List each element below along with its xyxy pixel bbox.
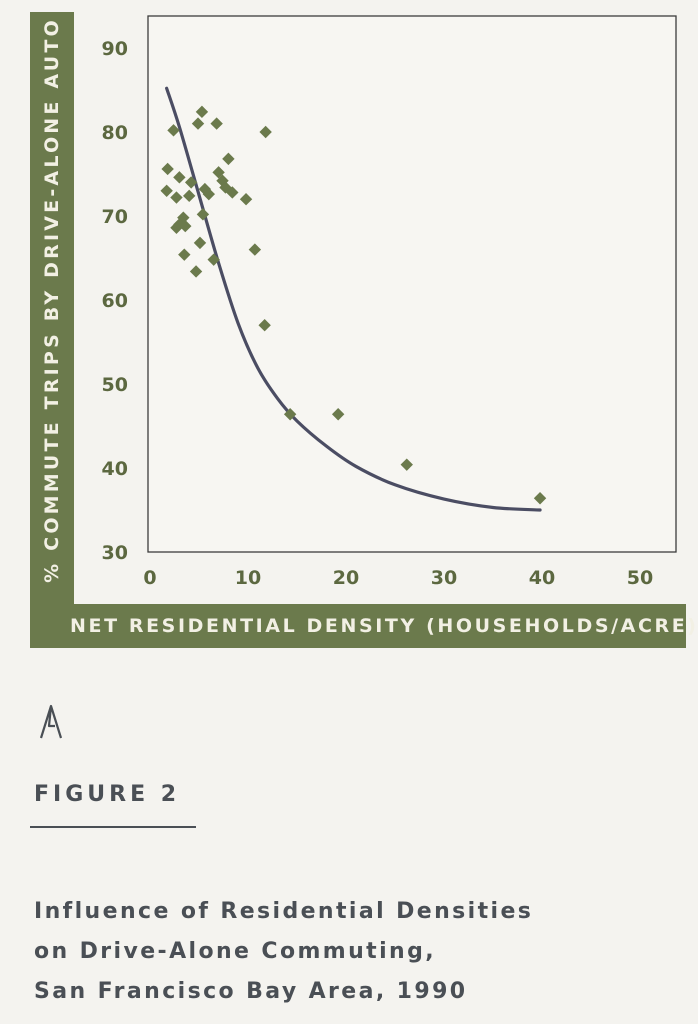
- data-point: [183, 189, 196, 203]
- data-point: [207, 253, 220, 266]
- data-point: [202, 187, 215, 201]
- data-point: [195, 105, 209, 119]
- fitted-curve: [165, 86, 542, 512]
- data-point: [226, 186, 239, 199]
- data-point: [178, 248, 191, 261]
- data-point: [239, 193, 253, 206]
- caption-line: on Drive-Alone Commuting,: [34, 939, 436, 964]
- y-tick-label: 40: [102, 458, 128, 480]
- figure-divider: [30, 826, 196, 828]
- x-tick-label: 10: [235, 567, 261, 589]
- data-point: [193, 236, 207, 250]
- caption-line: San Francisco Bay Area, 1990: [34, 979, 468, 1004]
- data-point: [189, 265, 203, 278]
- data-point: [533, 492, 547, 505]
- figure-caption: Influence of Residential Densities on Dr…: [34, 892, 684, 1012]
- data-point: [184, 176, 198, 189]
- data-point: [283, 408, 297, 421]
- scatter-figure: % COMMUTE TRIPS BY DRIVE-ALONE AUTO NET …: [30, 12, 698, 648]
- x-axis-label-band: [30, 604, 686, 648]
- logo-a-icon: [39, 704, 63, 739]
- data-point: [167, 124, 180, 137]
- y-tick-label: 50: [102, 374, 128, 396]
- data-point: [222, 152, 235, 166]
- y-tick-label: 30: [102, 542, 128, 564]
- x-tick-label: 20: [333, 567, 359, 589]
- y-tick-label: 60: [102, 290, 128, 312]
- figure-number: FIGURE 2: [34, 782, 181, 807]
- plot-frame: [147, 15, 677, 553]
- data-point: [248, 243, 262, 256]
- y-tick-label: 70: [102, 206, 128, 228]
- data-point: [179, 219, 192, 233]
- data-point: [160, 184, 173, 197]
- data-point: [170, 191, 183, 204]
- x-axis-label: NET RESIDENTIAL DENSITY (HOUSEHOLDS/ACRE…: [70, 615, 698, 637]
- caption-line: Influence of Residential Densities: [34, 899, 534, 924]
- x-tick-label: 40: [529, 567, 555, 589]
- data-point: [196, 208, 210, 221]
- x-tick-label: 0: [143, 567, 156, 589]
- plot-area: 30 40 50 60 70 80 90 0 10 20 30 40 50: [102, 15, 677, 589]
- data-point: [331, 408, 345, 421]
- data-point: [400, 458, 413, 471]
- x-tick-label: 30: [431, 567, 457, 589]
- data-point: [173, 171, 186, 184]
- y-tick-label: 80: [102, 122, 128, 144]
- data-point: [161, 162, 174, 176]
- data-point: [259, 125, 272, 139]
- x-tick-label: 50: [627, 567, 653, 589]
- data-point: [210, 117, 223, 130]
- data-point: [191, 117, 205, 130]
- y-axis-label-band: [30, 12, 74, 648]
- y-tick-label: 90: [102, 38, 128, 60]
- data-point: [258, 319, 271, 332]
